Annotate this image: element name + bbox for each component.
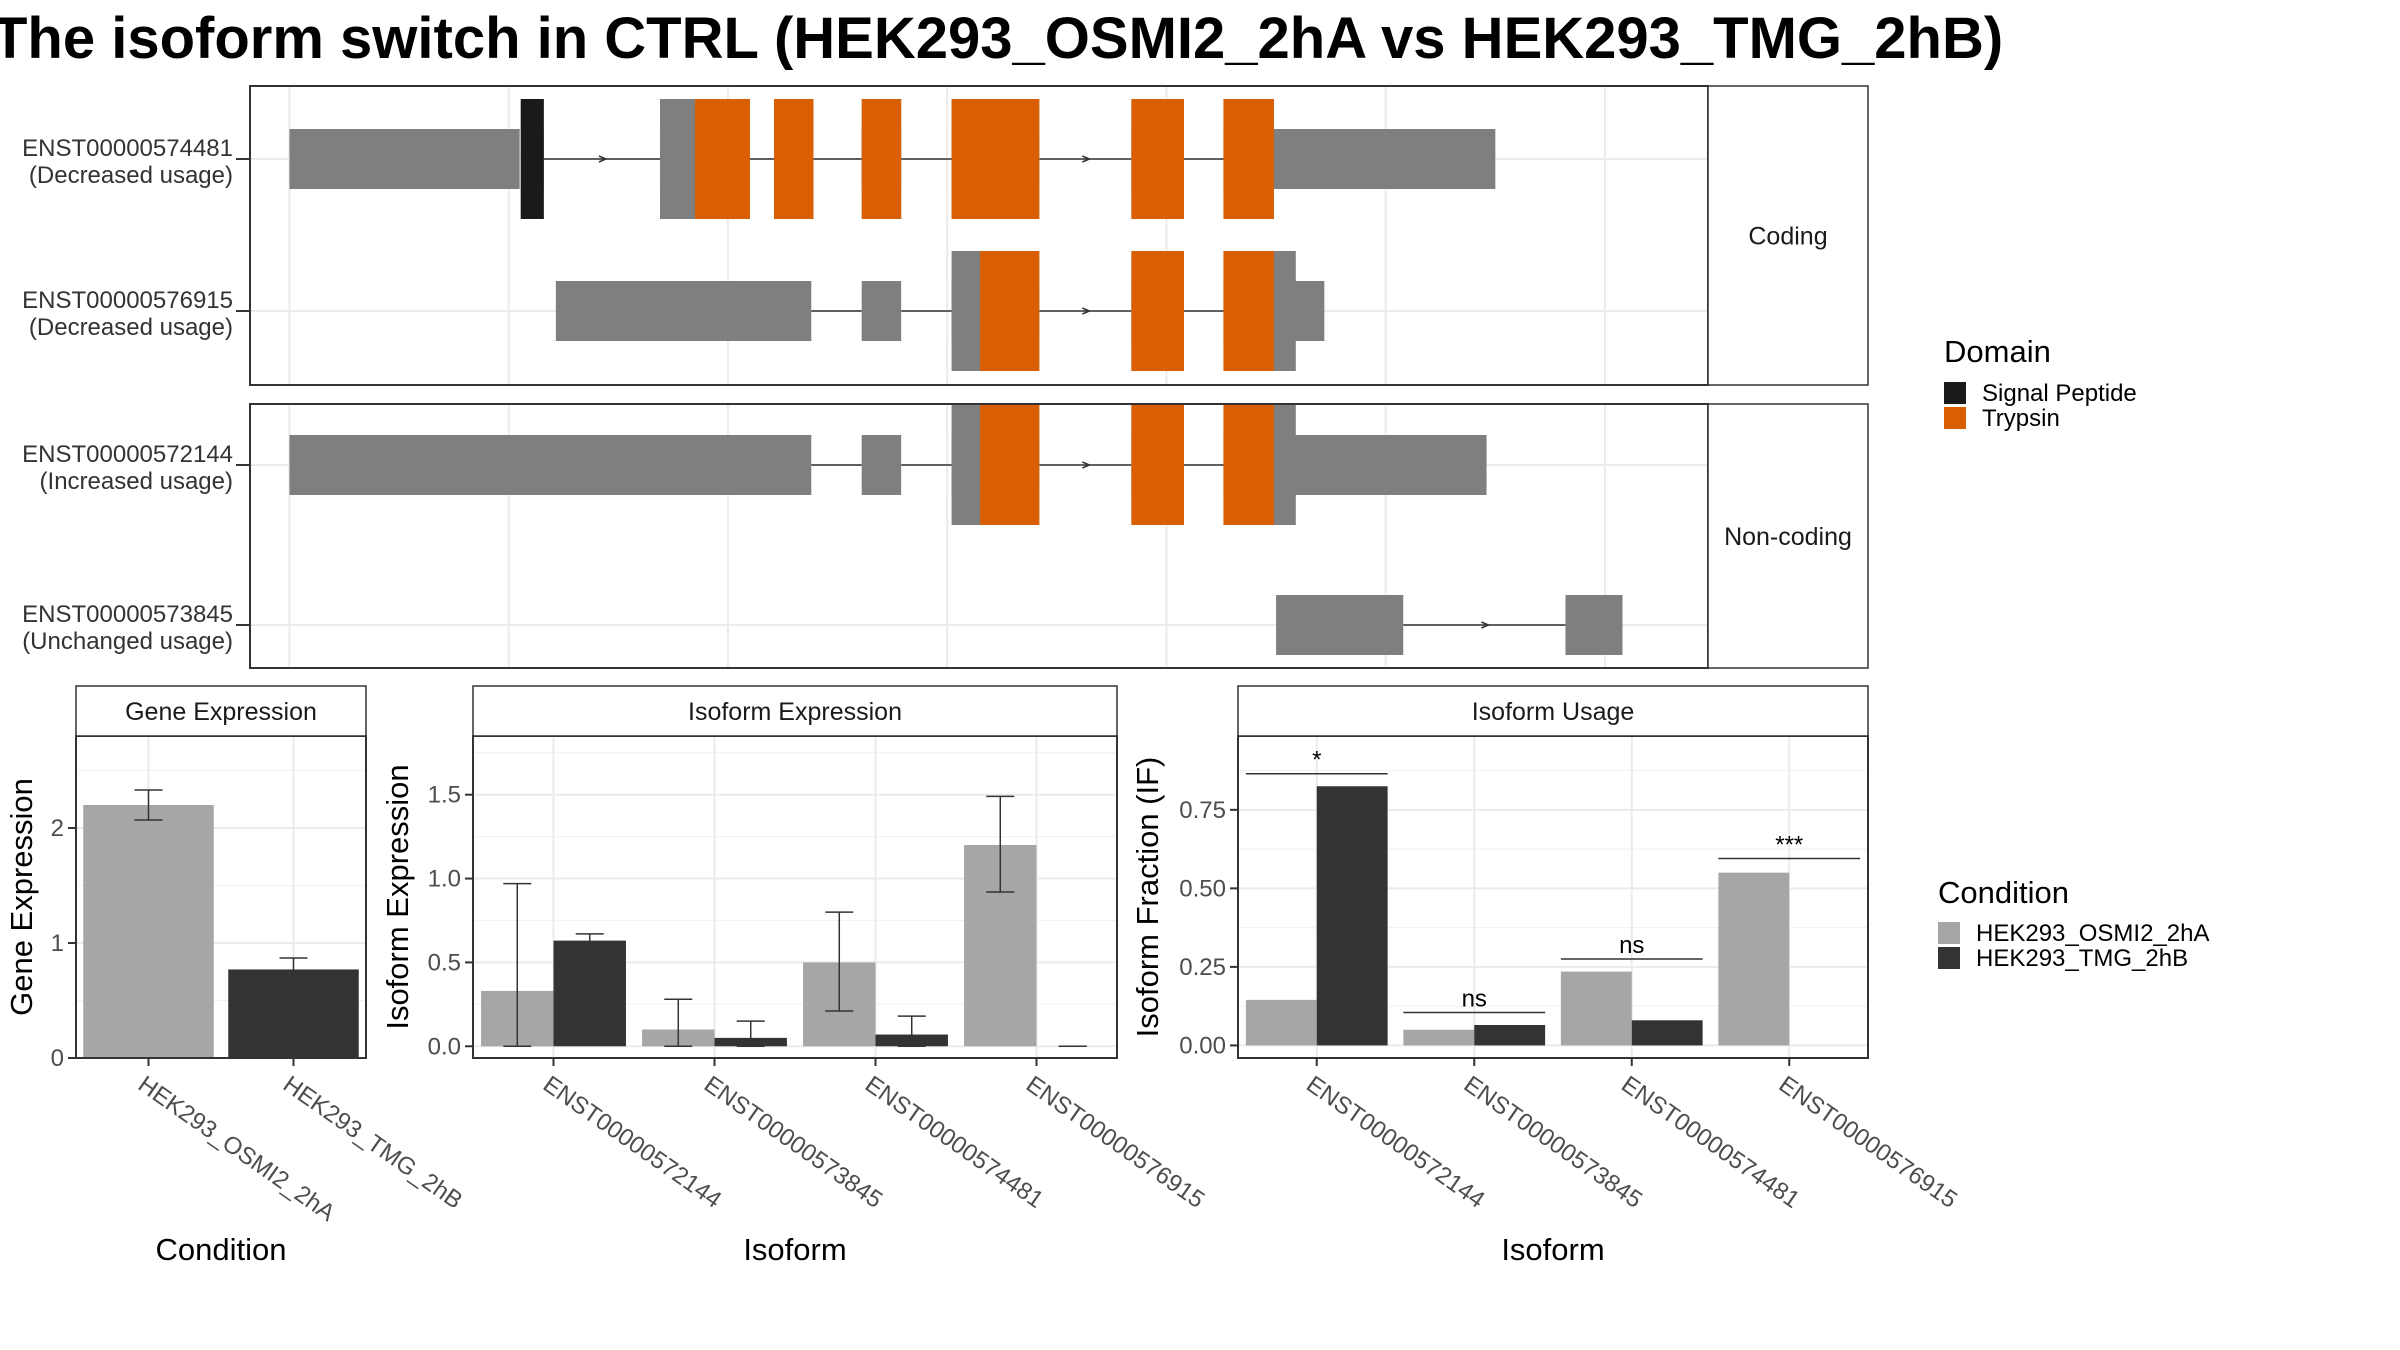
bar <box>1403 1029 1475 1046</box>
exon-block <box>861 435 902 495</box>
facet-strip <box>1707 85 1869 386</box>
intron-arrow <box>1481 621 1491 629</box>
transcript-id-label: ENST00000576915 <box>22 287 233 314</box>
y-axis-title: Isoform Expression <box>380 764 415 1029</box>
intron-arrow <box>1082 307 1092 315</box>
exon-block <box>1276 595 1404 655</box>
legend-label: HEK293_TMG_2hB <box>1976 945 2188 972</box>
facet-strip-label: Coding <box>1748 223 1827 251</box>
transcript-usage-label: (Increased usage) <box>40 468 233 495</box>
domain-block <box>1223 405 1274 525</box>
legend-label: HEK293_OSMI2_2hA <box>1976 920 2209 947</box>
exon-block <box>1273 435 1487 495</box>
legend-label: Trypsin <box>1982 405 2060 432</box>
y-tick-label: 1.5 <box>428 782 461 809</box>
domain-block <box>951 99 1040 219</box>
transcript-usage-label: (Decreased usage) <box>29 314 233 341</box>
domain-block <box>1131 405 1184 525</box>
panel-strip <box>472 685 1118 737</box>
x-tick-label: ENST00000576915 <box>1021 1071 1209 1214</box>
legend-title: Condition <box>1938 875 2069 910</box>
exon-block <box>1565 595 1623 655</box>
legend-label: Signal Peptide <box>1982 380 2137 407</box>
bar <box>1474 1025 1546 1046</box>
transcript-id-label: ENST00000572144 <box>22 441 233 468</box>
figure-title: The isoform switch in CTRL (HEK293_OSMI2… <box>0 6 2003 71</box>
significance-label: *** <box>1775 832 1803 859</box>
transcript-usage-label: (Unchanged usage) <box>22 628 233 655</box>
domain-block <box>520 99 544 219</box>
legend-key <box>1938 947 1960 969</box>
significance-label: ns <box>1619 932 1644 959</box>
legend-key <box>1938 922 1960 944</box>
domain-block <box>980 251 1040 371</box>
y-tick-label: 0 <box>51 1045 64 1072</box>
panel-title: Isoform Usage <box>1472 698 1635 726</box>
domain-block <box>1223 251 1274 371</box>
x-axis-title: Isoform <box>743 1232 846 1267</box>
domain-block <box>1131 99 1184 219</box>
legend-title: Domain <box>1944 334 2051 369</box>
panel-title: Isoform Expression <box>688 698 902 726</box>
x-tick-label: ENST00000574481 <box>860 1071 1048 1214</box>
facet-strip-label: Non-coding <box>1724 523 1852 551</box>
panel-strip <box>1237 685 1869 737</box>
x-tick-label: ENST00000573845 <box>699 1071 887 1214</box>
bar <box>553 940 626 1047</box>
gene-structure-panel: ENST00000574481(Decreased usage)ENST0000… <box>22 85 1869 669</box>
x-axis-title: Condition <box>156 1232 287 1267</box>
y-tick-label: 0.00 <box>1179 1032 1226 1059</box>
domain-block <box>1223 99 1274 219</box>
intron-arrow <box>1082 155 1092 163</box>
transcript-usage-label: (Decreased usage) <box>29 162 233 189</box>
bar <box>228 969 359 1058</box>
bar <box>1631 1020 1703 1046</box>
isoform-usage-panel: 0.000.250.500.75*nsns***ENST00000572144E… <box>1130 685 1962 1267</box>
x-tick-label: ENST00000572144 <box>538 1071 726 1214</box>
bar <box>1316 786 1388 1046</box>
isoform-expression-panel: 0.0 0.5 1.0 1.5 ENST00000572144ENST000005738… <box>380 685 1209 1267</box>
domain-block <box>861 99 902 219</box>
exon-block <box>555 281 812 341</box>
x-axis-title: Isoform <box>1501 1232 1604 1267</box>
y-tick-label: 0.25 <box>1179 954 1226 981</box>
y-tick-label: 0.0 <box>428 1033 461 1060</box>
facet-strip <box>1707 403 1869 669</box>
exon-block <box>289 129 520 189</box>
exon-block <box>1273 129 1496 189</box>
significance-label: ns <box>1462 985 1487 1012</box>
bar <box>1718 872 1790 1046</box>
y-tick-label: 1.0 <box>428 866 461 893</box>
legend-key <box>1944 407 1966 429</box>
exon-block <box>861 281 902 341</box>
transcript-id-label: ENST00000573845 <box>22 601 233 628</box>
exon-block <box>289 435 812 495</box>
domain-block <box>695 99 750 219</box>
y-axis-title: Gene Expression <box>4 778 39 1016</box>
y-tick-label: 0.50 <box>1179 875 1226 902</box>
y-tick-label: 0.75 <box>1179 797 1226 824</box>
bar <box>1245 999 1317 1046</box>
significance-label: * <box>1312 747 1321 774</box>
y-axis-title: Isoform Fraction (IF) <box>1130 757 1165 1038</box>
bar <box>1560 971 1632 1046</box>
y-tick-label: 1 <box>51 930 64 957</box>
domain-block <box>774 99 814 219</box>
y-tick-label: 2 <box>51 815 64 842</box>
domain-block <box>980 405 1040 525</box>
panel-strip <box>75 685 367 737</box>
domain-block <box>1131 251 1184 371</box>
panel-title: Gene Expression <box>125 698 317 726</box>
bar <box>83 805 214 1058</box>
intron-arrow <box>598 155 608 163</box>
legend-key <box>1944 382 1966 404</box>
intron-arrow <box>1082 461 1092 469</box>
transcript-id-label: ENST00000574481 <box>22 135 233 162</box>
y-tick-label: 0.5 <box>428 949 461 976</box>
